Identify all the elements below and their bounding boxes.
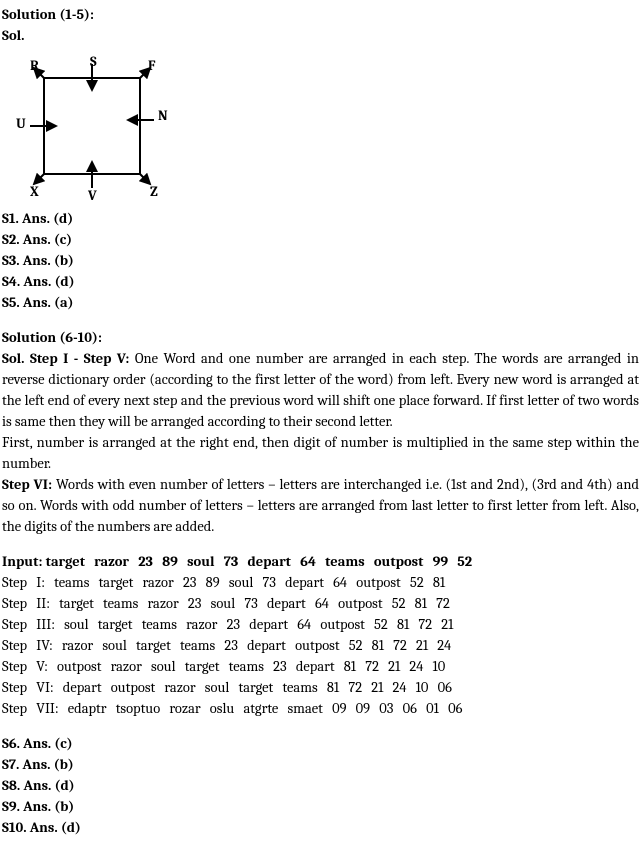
answer-line: S4. Ans. (d) bbox=[2, 271, 639, 292]
answer-line: S3. Ans. (b) bbox=[2, 250, 639, 271]
direction-diagram: R S F U N X V Z bbox=[12, 52, 172, 202]
svg-text:N: N bbox=[158, 107, 168, 124]
step-line: Step VII: edaptr tsoptuo rozar oslu atgr… bbox=[2, 698, 639, 719]
svg-text:V: V bbox=[87, 187, 97, 202]
answer-line: S2. Ans. (c) bbox=[2, 229, 639, 250]
input-label: Input: bbox=[2, 553, 42, 570]
step-line: Step V: outpost razor soul target teams … bbox=[2, 656, 639, 677]
answers-1-5-list: S1. Ans. (d)S2. Ans. (c)S3. Ans. (b)S4. … bbox=[2, 208, 639, 313]
answer-line: S5. Ans. (a) bbox=[2, 292, 639, 313]
svg-text:U: U bbox=[16, 115, 26, 132]
input-body: target razor 23 89 soul 73 depart 64 tea… bbox=[46, 553, 473, 570]
solution-1-5-header: Solution (1-5): bbox=[2, 4, 639, 25]
step-line: Step VI: depart outpost razor soul targe… bbox=[2, 677, 639, 698]
svg-text:R: R bbox=[30, 57, 39, 74]
answer-line: S10. Ans. (d) bbox=[2, 817, 639, 838]
svg-text:X: X bbox=[30, 183, 39, 200]
answers-6-10-list: S6. Ans. (c)S7. Ans. (b)S8. Ans. (d)S9. … bbox=[2, 733, 639, 838]
sol-number-para: First, number is arranged at the right e… bbox=[2, 432, 639, 474]
step6-lead: Step VI: bbox=[2, 476, 52, 493]
step-line: Step II: target teams razor 23 soul 73 d… bbox=[2, 593, 639, 614]
solution-6-10-header: Solution (6-10): bbox=[2, 327, 639, 348]
step-line: Step I: teams target razor 23 89 soul 73… bbox=[2, 572, 639, 593]
svg-text:F: F bbox=[148, 57, 156, 74]
answer-line: S6. Ans. (c) bbox=[2, 733, 639, 754]
answer-line: S9. Ans. (b) bbox=[2, 796, 639, 817]
step6-para: Step VI: Words with even number of lette… bbox=[2, 474, 639, 537]
sol-step1-5-para: Sol. Step I - Step V: One Word and one n… bbox=[2, 348, 639, 432]
answer-line: S1. Ans. (d) bbox=[2, 208, 639, 229]
input-line: Input: target razor 23 89 soul 73 depart… bbox=[2, 551, 639, 572]
answer-line: S7. Ans. (b) bbox=[2, 754, 639, 775]
steps-list: Step I: teams target razor 23 89 soul 73… bbox=[2, 572, 639, 719]
sol-label: Sol. bbox=[2, 25, 639, 46]
svg-text:Z: Z bbox=[150, 183, 158, 200]
step6-body: Words with even number of letters – lett… bbox=[2, 476, 639, 535]
step-line: Step IV: razor soul target teams 23 depa… bbox=[2, 635, 639, 656]
step-line: Step III: soul target teams razor 23 dep… bbox=[2, 614, 639, 635]
svg-text:S: S bbox=[90, 53, 97, 70]
sol-step1-5-lead: Sol. Step I - Step V: bbox=[2, 350, 129, 367]
answer-line: S8. Ans. (d) bbox=[2, 775, 639, 796]
